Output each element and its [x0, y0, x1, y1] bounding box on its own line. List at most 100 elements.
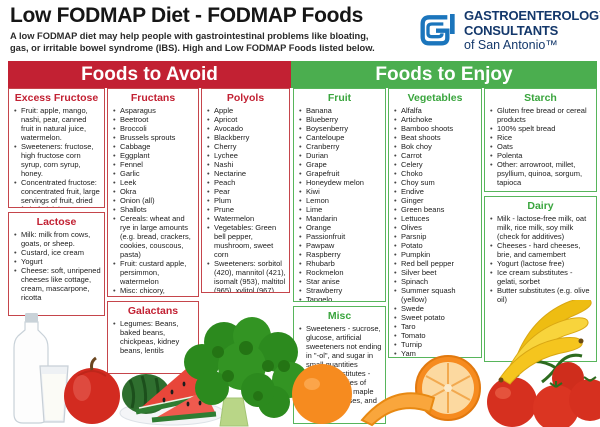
- section-polyols: Polyols AppleApricotAvocadoBlackberryChe…: [201, 88, 290, 293]
- logo-line-3: of San Antonio™: [464, 38, 558, 52]
- food-item: Bok choy: [393, 142, 478, 151]
- clinic-logo-text: GASTROENTEROLOGY CONSULTANTS of San Anto…: [464, 7, 600, 53]
- food-item: Red bell pepper: [393, 259, 478, 268]
- food-item: Lettuces: [393, 214, 478, 223]
- food-item: Misc: chicory, dandelion, inulin: [112, 286, 195, 296]
- food-item: Fruit: custard apple, persimmon, waterme…: [112, 259, 195, 286]
- food-item: Rockmelon: [298, 268, 382, 277]
- food-item: Silver beet: [393, 268, 478, 277]
- food-item: Turnip: [393, 340, 478, 349]
- food-item: Nashi: [206, 160, 286, 169]
- food-item: Sweeteners - sucrose, glucose, artificia…: [298, 324, 382, 369]
- food-item: Olives: [393, 223, 478, 232]
- food-item: Milk - lactose-free milk, oat milk, rice…: [489, 214, 593, 241]
- food-item: Avocado: [206, 124, 286, 133]
- food-item: Passionfruit: [298, 232, 382, 241]
- food-item: Peach: [206, 178, 286, 187]
- food-item: Garlic: [112, 169, 195, 178]
- section-title: Excess Fructose: [14, 92, 99, 104]
- food-item: Cranberry: [298, 142, 382, 151]
- food-item: Plum: [206, 196, 286, 205]
- food-item: Celery: [393, 160, 478, 169]
- food-item: 100% spelt bread: [489, 124, 593, 133]
- food-item: Honey substitutes - small quantities of …: [298, 369, 382, 414]
- food-item: Swede: [393, 304, 478, 313]
- food-item: Oats: [489, 142, 593, 151]
- food-item: Durian: [298, 151, 382, 160]
- clinic-logo: GASTROENTEROLOGY CONSULTANTS of San Anto…: [418, 7, 600, 53]
- food-item: Lychee: [206, 151, 286, 160]
- food-item: Blueberry: [298, 115, 382, 124]
- food-list: Sweeteners - sucrose, glucose, artificia…: [296, 324, 383, 414]
- food-item: Legumes: Beans, baked beans, chickpeas, …: [112, 319, 195, 355]
- food-item: Yam: [393, 349, 478, 357]
- food-item: Artichoke: [393, 115, 478, 124]
- food-item: Yogurt (lactose free): [489, 259, 593, 268]
- food-item: Pear: [206, 187, 286, 196]
- food-list: Gluten free bread or cereal products100%…: [487, 106, 594, 187]
- food-item: Mandarin: [298, 214, 382, 223]
- food-item: Green beans: [393, 205, 478, 214]
- food-item: Lime: [298, 205, 382, 214]
- food-item: Blackberry: [206, 133, 286, 142]
- clinic-logo-icon: [420, 14, 455, 46]
- food-item: Bamboo shoots: [393, 124, 478, 133]
- food-list: AlfalfaArtichokeBamboo shootsBeat shoots…: [391, 106, 479, 357]
- food-item: Pumpkin: [393, 250, 478, 259]
- food-item: Ice cream substitutes - gelati, sorbet: [489, 268, 593, 286]
- food-item: Nectarine: [206, 169, 286, 178]
- food-item: Alfalfa: [393, 106, 478, 115]
- logo-line-1: GASTROENTEROLOGY: [464, 8, 600, 23]
- tomatoes-image: [487, 353, 600, 427]
- food-item: Milk: milk from cows, goats, or sheep.: [13, 230, 101, 248]
- food-item: Spinach: [393, 277, 478, 286]
- milk-image: [13, 313, 69, 424]
- food-item: Carrot: [393, 151, 478, 160]
- food-item: Beat shoots: [393, 133, 478, 142]
- food-list: Fruit: apple, mango, nashi, pear, canned…: [11, 106, 102, 207]
- section-title: Lactose: [36, 216, 77, 228]
- food-item: Summer squash (yellow): [393, 286, 478, 304]
- food-item: Watermelon: [206, 214, 286, 223]
- food-item: Raspberry: [298, 250, 382, 259]
- food-list: AsparagusBeetrootBroccoliBrussels sprout…: [110, 106, 196, 296]
- food-item: Kiwi: [298, 187, 382, 196]
- food-item: Vegetables: Green bell pepper, mushroom,…: [206, 223, 286, 259]
- food-item: Yogurt: [13, 257, 101, 266]
- food-item: Custard, ice cream: [13, 248, 101, 257]
- food-list: Legumes: Beans, baked beans, chickpeas, …: [110, 319, 196, 355]
- page-title: Low FODMAP Diet - FODMAP Foods: [10, 4, 364, 27]
- food-item: Choy sum: [393, 178, 478, 187]
- food-item: Honeydew melon: [298, 178, 382, 187]
- food-item: Endive: [393, 187, 478, 196]
- food-item: Fruit: apple, mango, nashi, pear, canned…: [13, 106, 101, 142]
- section-excess-fructose: Excess Fructose Fruit: apple, mango, nas…: [8, 88, 105, 208]
- food-item: Shallots: [112, 205, 195, 214]
- food-list: BananaBlueberryBoysenberryCanteloupeCran…: [296, 106, 383, 301]
- foods-to-enjoy-header: Foods to Enjoy: [291, 61, 597, 88]
- food-item: Cereals: wheat and rye in large amounts …: [112, 214, 195, 259]
- logo-line-2: CONSULTANTS: [464, 22, 559, 38]
- food-item: Rice: [489, 133, 593, 142]
- section-title: Polyols: [226, 92, 265, 104]
- food-item: Sweet potato: [393, 313, 478, 322]
- food-item: Cabbage: [112, 142, 195, 151]
- food-item: Ginger: [393, 196, 478, 205]
- food-item: Potato: [393, 241, 478, 250]
- section-dairy: Dairy Milk - lactose-free milk, oat milk…: [484, 196, 597, 362]
- food-item: Boysenberry: [298, 124, 382, 133]
- section-title: Fructans: [130, 92, 176, 104]
- food-item: Grape: [298, 160, 382, 169]
- food-item: Butter substitutes (e.g. olive oil): [489, 286, 593, 304]
- food-item: Eggplant: [112, 151, 195, 160]
- section-title: Misc: [327, 310, 352, 322]
- food-item: Rhubarb: [298, 259, 382, 268]
- section-title: Galactans: [127, 305, 179, 317]
- food-item: Fennel: [112, 160, 195, 169]
- food-item: Orange: [298, 223, 382, 232]
- food-item: Polenta: [489, 151, 593, 160]
- foods-to-avoid-header: Foods to Avoid: [8, 61, 291, 88]
- food-item: Choko: [393, 169, 478, 178]
- food-item: Apple: [206, 106, 286, 115]
